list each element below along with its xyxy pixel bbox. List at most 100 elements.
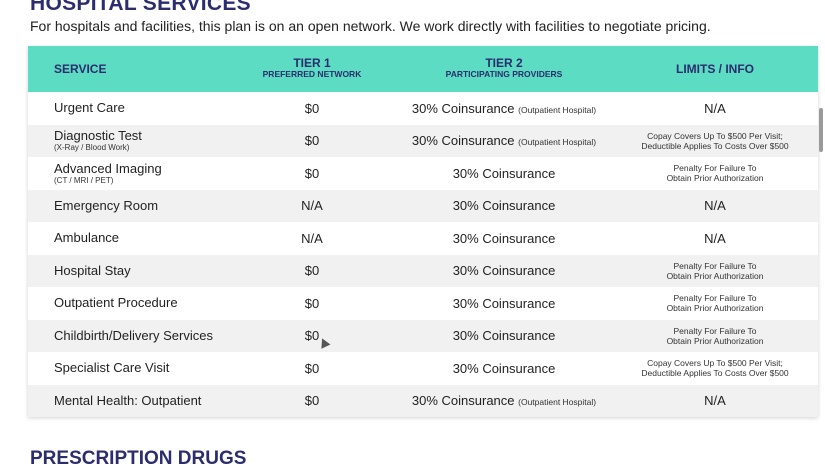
- service-name: Mental Health: Outpatient: [54, 392, 202, 408]
- limits-cell: Copay Covers Up To $500 Per Visit; Deduct…: [612, 131, 818, 151]
- tier1-cell: $0: [304, 295, 320, 311]
- header-tier1-label: TIER 1: [293, 56, 331, 70]
- service-cell: Mental Health: Outpatient: [28, 392, 228, 408]
- header-tier2: TIER 2 PARTICIPATING PROVIDERS: [396, 56, 612, 80]
- scrollbar-thumb[interactable]: [819, 108, 823, 152]
- tier2-cell: 30% Coinsurance: [396, 166, 612, 181]
- tier2-cell: 30% Coinsurance (Outpatient Hospital): [396, 133, 612, 148]
- info-line-1: Penalty For Failure To: [673, 325, 757, 336]
- service-cell: Emergency Room: [28, 197, 228, 213]
- service-cell: Urgent Care: [28, 101, 228, 115]
- tier1-cell: N/A: [301, 198, 323, 214]
- limits-cell: Penalty For Failure To Obtain Prior Autho…: [612, 261, 818, 281]
- limits-cell: Copay Covers Up To $500 Per Visit; Deduct…: [612, 358, 818, 378]
- tier2-value: 30% Coinsurance: [452, 328, 556, 344]
- tier2-cell: 30% Coinsurance: [396, 296, 612, 311]
- tier2-value: 30% Coinsurance: [411, 100, 515, 116]
- limits-cell: N/A: [612, 198, 818, 213]
- tier2-note: (Outpatient Hospital): [518, 137, 597, 148]
- table-row: Advanced Imaging (CT / MRI / PET) $0 30% Co…: [28, 157, 818, 190]
- tier2-cell: 30% Coinsurance: [396, 263, 612, 278]
- service-name: Emergency Room: [54, 197, 159, 213]
- info-line-2: Obtain Prior Authorization: [666, 303, 764, 314]
- tier2-value: 30% Coinsurance: [452, 198, 556, 214]
- service-cell: Specialist Care Visit: [28, 361, 228, 375]
- table-header: SERVICE TIER 1 PREFERRED NETWORK TIER 2 …: [28, 46, 818, 92]
- service-name: Outpatient Procedure: [54, 295, 178, 311]
- tier2-note: (Outpatient Hospital): [518, 397, 597, 408]
- service-name: Hospital Stay: [54, 262, 131, 278]
- info-line-2: Deductible Applies To Costs Over $500: [641, 368, 789, 379]
- tier2-value: 30% Coinsurance: [452, 230, 556, 246]
- section-subtitle: For hospitals and facilities, this plan …: [30, 18, 711, 34]
- tier2-note: (Outpatient Hospital): [518, 104, 597, 115]
- tier1-cell: $0: [304, 165, 320, 181]
- info-value: N/A: [704, 100, 726, 116]
- tier2-value: 30% Coinsurance: [452, 295, 556, 311]
- service-name: Diagnostic Test: [54, 128, 142, 144]
- section-title: HOSPITAL SERVICES: [30, 0, 251, 15]
- tier2-value: 30% Coinsurance: [411, 133, 515, 149]
- limits-cell: N/A: [612, 101, 818, 116]
- table-row: Emergency Room N/A 30% Coinsurance N/A: [28, 189, 818, 222]
- table-row: Diagnostic Test (X-Ray / Blood Work) $0 30%…: [28, 124, 818, 157]
- service-cell: Diagnostic Test (X-Ray / Blood Work): [28, 128, 228, 153]
- tier2-value: 30% Coinsurance: [452, 360, 556, 376]
- info-line-2: Obtain Prior Authorization: [666, 335, 764, 346]
- limits-cell: N/A: [612, 231, 818, 246]
- service-name: Ambulance: [54, 230, 120, 246]
- tier1-cell: $0: [304, 100, 320, 116]
- service-subtitle: (X-Ray / Blood Work): [54, 143, 130, 153]
- limits-cell: Penalty For Failure To Obtain Prior Autho…: [612, 326, 818, 346]
- tier2-cell: 30% Coinsurance (Outpatient Hospital): [396, 393, 612, 408]
- service-cell: Hospital Stay: [28, 262, 228, 278]
- tier2-value: 30% Coinsurance: [452, 263, 556, 279]
- service-name: Urgent Care: [54, 100, 125, 116]
- info-line-2: Obtain Prior Authorization: [666, 270, 764, 281]
- info-line-1: Copay Covers Up To $500 Per Visit;: [647, 130, 783, 141]
- service-name: Advanced Imaging: [54, 160, 162, 176]
- table-row: Mental Health: Outpatient $0 30% Coinsuran…: [28, 384, 818, 417]
- info-line-1: Penalty For Failure To: [673, 260, 757, 271]
- tier1-cell: $0: [304, 393, 320, 409]
- info-value: N/A: [704, 198, 726, 214]
- service-subtitle: (CT / MRI / PET): [54, 175, 114, 185]
- header-service: SERVICE: [54, 62, 107, 76]
- service-cell: Ambulance: [28, 231, 228, 245]
- info-line-1: Penalty For Failure To: [673, 163, 757, 174]
- tier2-cell: 30% Coinsurance: [396, 328, 612, 343]
- info-line-2: Deductible Applies To Costs Over $500: [641, 140, 789, 151]
- tier2-cell: 30% Coinsurance: [396, 198, 612, 213]
- info-line-2: Obtain Prior Authorization: [666, 173, 764, 184]
- table-row: Urgent Care $0 30% Coinsurance (Outpatient…: [28, 92, 818, 125]
- table-row: Outpatient Procedure $0 30% Coinsurance Pen…: [28, 287, 818, 320]
- limits-cell: N/A: [612, 393, 818, 408]
- tier2-value: 30% Coinsurance: [411, 393, 515, 409]
- tier2-cell: 30% Coinsurance: [396, 231, 612, 246]
- table-row: Specialist Care Visit $0 30% Coinsurance Co…: [28, 352, 818, 385]
- table-row: Ambulance N/A 30% Coinsurance N/A: [28, 222, 818, 255]
- table-body: Urgent Care $0 30% Coinsurance (Outpatient…: [28, 92, 818, 417]
- tier1-cell: $0: [304, 328, 320, 344]
- info-line-1: Copay Covers Up To $500 Per Visit;: [647, 358, 783, 369]
- service-cell: Childbirth/Delivery Services: [28, 327, 228, 343]
- service-name: Childbirth/Delivery Services: [54, 327, 213, 343]
- info-line-1: Penalty For Failure To: [673, 293, 757, 304]
- tier1-cell: $0: [304, 263, 320, 279]
- header-tier1: TIER 1 PREFERRED NETWORK: [228, 56, 396, 80]
- tier1-cell: $0: [304, 360, 320, 376]
- table-row: Childbirth/Delivery Services $0 30% Coinsu…: [28, 319, 818, 352]
- next-section-title: PRESCRIPTION DRUGS: [30, 448, 247, 469]
- header-tier1-sub: PREFERRED NETWORK: [262, 69, 362, 79]
- tier2-cell: 30% Coinsurance (Outpatient Hospital): [396, 101, 612, 116]
- tier2-value: 30% Coinsurance: [452, 165, 556, 181]
- header-tier2-label: TIER 2: [485, 56, 523, 70]
- table-row: Hospital Stay $0 30% Coinsurance Penalty Fo…: [28, 254, 818, 287]
- header-limits: LIMITS / INFO: [676, 62, 754, 76]
- service-cell: Outpatient Procedure: [28, 296, 228, 310]
- service-cell: Advanced Imaging (CT / MRI / PET): [28, 160, 228, 185]
- tier2-cell: 30% Coinsurance: [396, 361, 612, 376]
- hospital-services-table: SERVICE TIER 1 PREFERRED NETWORK TIER 2 …: [28, 46, 818, 417]
- info-value: N/A: [704, 393, 726, 409]
- tier1-cell: $0: [304, 133, 320, 149]
